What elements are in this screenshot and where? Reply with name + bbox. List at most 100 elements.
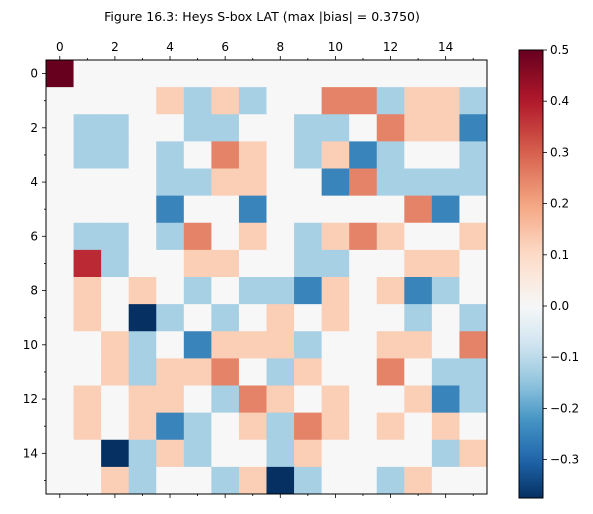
heatmap-cell-13-4 [156, 412, 185, 441]
heatmap-cell-2-6 [211, 114, 240, 142]
heatmap-cell-10-15 [459, 331, 488, 359]
heatmap-cell-6-10 [321, 222, 350, 251]
x-tick-label: 6 [221, 40, 229, 54]
heatmap-cell-15-0 [46, 466, 74, 495]
heatmap-cell-3-5 [183, 141, 212, 169]
heatmap-cell-15-15 [459, 466, 488, 495]
heatmap-cell-3-12 [376, 141, 405, 169]
heatmap-cell-11-4 [156, 358, 185, 386]
heatmap-cell-15-2 [101, 466, 130, 495]
heatmap-cell-0-5 [183, 60, 212, 88]
heatmap-cell-4-11 [349, 168, 378, 197]
heatmap-cell-13-0 [46, 412, 74, 441]
x-axis-ticks: 0 2 4 6 8 10 12 14 [56, 40, 474, 498]
heatmap-cell-5-8 [266, 195, 295, 224]
heatmap-cell-13-5 [183, 412, 212, 441]
colorbar-tick-label: −0.3 [550, 453, 579, 467]
x-tick-label: 2 [111, 40, 119, 54]
colorbar-tick-label: 0.2 [550, 197, 569, 211]
heatmap-cell-13-2 [101, 412, 130, 441]
heatmap-cell-15-9 [294, 466, 323, 495]
heatmap-cell-1-11 [349, 87, 378, 115]
heatmap-cell-0-3 [128, 60, 157, 88]
heatmap-cell-11-8 [266, 358, 295, 386]
heatmap-cell-5-3 [128, 195, 157, 224]
x-tick-label: 14 [438, 40, 453, 54]
heatmap-cell-9-3 [128, 304, 157, 332]
heatmap-cell-10-1 [73, 331, 102, 359]
heatmap-cell-9-8 [266, 304, 295, 332]
heatmap-cell-2-9 [294, 114, 323, 142]
heatmap-cell-1-13 [404, 87, 433, 115]
heatmap-cell-1-6 [211, 87, 240, 115]
heatmap-cell-9-7 [238, 304, 267, 332]
heatmap-cell-14-10 [321, 439, 350, 468]
heatmap-cell-5-6 [211, 195, 240, 224]
heatmap-cell-6-3 [128, 222, 157, 251]
heatmap-cell-6-2 [101, 222, 130, 251]
heatmap-cell-5-13 [404, 195, 433, 224]
colorbar-tick-label: 0.4 [550, 94, 569, 108]
heatmap-cell-13-9 [294, 412, 323, 441]
chart-title: Figure 16.3: Heys S-box LAT (max |bias| … [104, 9, 420, 24]
heatmap-cell-12-11 [349, 385, 378, 414]
heatmap-cell-14-0 [46, 439, 74, 468]
heatmap-cell-6-11 [349, 222, 378, 251]
heatmap-cell-2-7 [238, 114, 267, 142]
heatmap-cell-15-11 [349, 466, 378, 495]
heatmap-cell-14-8 [266, 439, 295, 468]
heatmap-cell-8-3 [128, 277, 157, 305]
heatmap-cell-12-8 [266, 385, 295, 414]
heatmap-cell-11-9 [294, 358, 323, 386]
heatmap-cell-4-13 [404, 168, 433, 197]
heatmap-cell-15-3 [128, 466, 157, 495]
heatmap-cell-0-15 [459, 60, 488, 88]
heatmap-cell-13-15 [459, 412, 488, 441]
x-tick-label: 10 [328, 40, 343, 54]
heatmap-cell-7-4 [156, 249, 185, 278]
heatmap-cell-1-8 [266, 87, 295, 115]
heatmap-cell-8-10 [321, 277, 350, 305]
heatmap-cell-13-6 [211, 412, 240, 441]
heatmap-cell-9-9 [294, 304, 323, 332]
x-tick-label: 4 [166, 40, 174, 54]
x-tick-label: 12 [383, 40, 398, 54]
heatmap-cell-11-2 [101, 358, 130, 386]
colorbar: 0.5 0.4 0.3 0.2 0.1 0.0 −0.1 −0.2 −0.3 [518, 43, 579, 499]
heatmap-cell-0-1 [73, 60, 102, 88]
heatmap-cell-8-5 [183, 277, 212, 305]
heatmap-cell-6-0 [46, 222, 74, 251]
heatmap-cell-10-10 [321, 331, 350, 359]
heatmap-cell-2-0 [46, 114, 74, 142]
heatmap-cell-14-12 [376, 439, 405, 468]
heatmap-cell-10-13 [404, 331, 433, 359]
heatmap-cell-7-8 [266, 249, 295, 278]
heatmap-cell-8-9 [294, 277, 323, 305]
heatmap-cell-3-9 [294, 141, 323, 169]
heatmap-cell-12-1 [73, 385, 102, 414]
heatmap-cell-4-9 [294, 168, 323, 197]
heatmap-cell-5-12 [376, 195, 405, 224]
heatmap-cell-14-13 [404, 439, 433, 468]
colorbar-tick-label: 0.5 [550, 43, 569, 57]
heatmap-cell-12-6 [211, 385, 240, 414]
heatmap-cell-8-13 [404, 277, 433, 305]
heatmap-cell-7-5 [183, 249, 212, 278]
heatmap-cell-1-2 [101, 87, 130, 115]
heatmap-cell-1-14 [431, 87, 460, 115]
y-tick-label: 6 [30, 229, 38, 243]
heatmap-cell-14-11 [349, 439, 378, 468]
heatmap-cell-14-6 [211, 439, 240, 468]
heatmap-cell-6-15 [459, 222, 488, 251]
heatmap-cell-1-4 [156, 87, 185, 115]
heatmap-cell-8-12 [376, 277, 405, 305]
heatmap-cell-15-1 [73, 466, 102, 495]
heatmap-cell-0-14 [431, 60, 460, 88]
heatmap-cell-9-1 [73, 304, 102, 332]
heatmap-cell-7-10 [321, 249, 350, 278]
heatmap-cell-7-13 [404, 249, 433, 278]
heatmap-cell-5-10 [321, 195, 350, 224]
heatmap-cell-3-1 [73, 141, 102, 169]
heatmap-cell-8-7 [238, 277, 267, 305]
